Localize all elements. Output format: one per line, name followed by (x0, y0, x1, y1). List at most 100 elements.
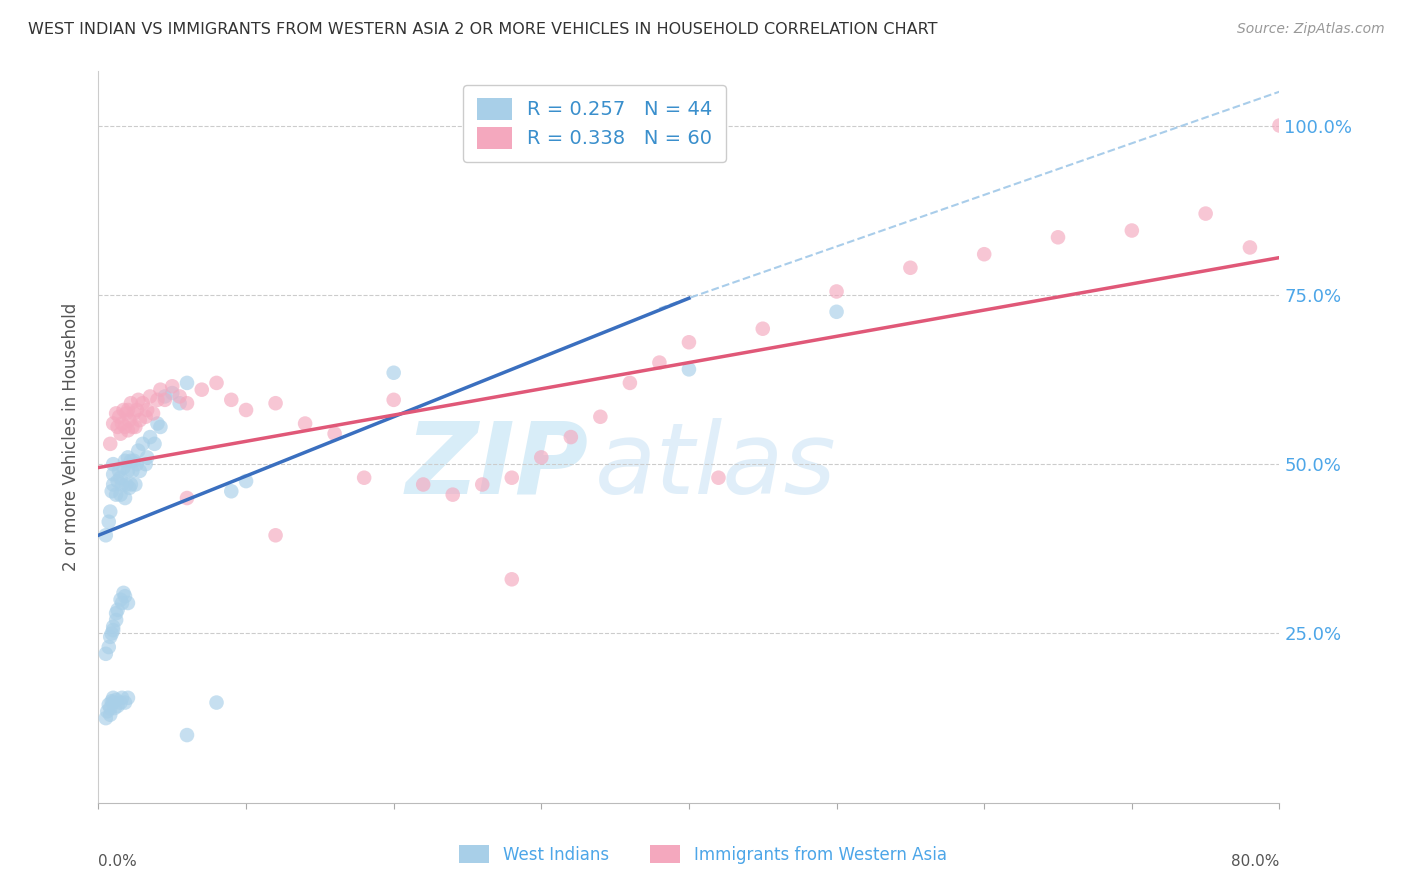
Point (125, 457, 148, 471)
Point (678, 335, 700, 350)
Point (169, 389, 191, 403)
Point (110, 696, 132, 710)
Point (120, 396, 142, 410)
Point (382, 366, 405, 380)
Point (118, 481, 141, 495)
Point (120, 454, 142, 468)
Text: Source: ZipAtlas.com: Source: ZipAtlas.com (1237, 22, 1385, 37)
Legend: R = 0.257   N = 44, R = 0.338   N = 60: R = 0.257 N = 44, R = 0.338 N = 60 (463, 85, 725, 162)
Point (149, 383, 172, 397)
Point (122, 406, 145, 420)
Point (124, 420, 146, 434)
Point (97, 640, 120, 654)
Point (560, 430, 582, 444)
Point (100, 484, 122, 499)
Point (97, 698, 120, 712)
Point (142, 406, 165, 420)
Point (105, 488, 128, 502)
Text: WEST INDIAN VS IMMIGRANTS FROM WESTERN ASIA 2 OR MORE VEHICLES IN HOUSEHOLD CORR: WEST INDIAN VS IMMIGRANTS FROM WESTERN A… (28, 22, 938, 37)
Point (94, 528, 117, 542)
Point (235, 403, 257, 417)
Point (117, 450, 139, 465)
Point (111, 690, 134, 705)
Point (124, 477, 146, 491)
Legend: West Indians, Immigrants from Western Asia: West Indians, Immigrants from Western As… (453, 838, 953, 871)
Point (136, 450, 159, 465)
Point (127, 443, 149, 458)
Point (264, 528, 287, 542)
Point (205, 696, 228, 710)
Point (973, 247, 995, 261)
Point (110, 488, 132, 502)
Point (94, 647, 117, 661)
Point (103, 417, 125, 431)
Point (221, 392, 243, 407)
Point (135, 409, 157, 424)
Point (1239, 240, 1261, 254)
Point (103, 690, 125, 705)
Point (128, 413, 150, 427)
Point (619, 376, 641, 390)
Point (146, 417, 169, 431)
Point (107, 474, 129, 488)
Point (118, 413, 141, 427)
Point (264, 396, 287, 410)
Point (707, 471, 730, 485)
Point (589, 409, 612, 424)
Point (1268, 119, 1291, 133)
Point (105, 606, 128, 620)
Point (176, 728, 198, 742)
Point (107, 603, 129, 617)
Point (100, 626, 122, 640)
Point (135, 457, 157, 471)
Point (205, 376, 228, 390)
Point (176, 376, 198, 390)
Point (110, 426, 132, 441)
Point (114, 454, 136, 468)
Point (103, 467, 125, 482)
Point (648, 355, 671, 369)
Point (323, 426, 346, 441)
Point (127, 392, 149, 407)
Point (122, 454, 145, 468)
Point (471, 477, 494, 491)
Point (117, 464, 139, 478)
Point (221, 484, 243, 499)
Text: 0.0%: 0.0% (98, 854, 138, 869)
Point (162, 379, 183, 393)
Point (110, 471, 132, 485)
Point (128, 464, 150, 478)
Point (96, 705, 118, 719)
Point (121, 420, 143, 434)
Point (108, 409, 131, 424)
Point (103, 696, 125, 710)
Point (111, 417, 134, 431)
Point (412, 477, 434, 491)
Point (104, 701, 127, 715)
Point (678, 362, 700, 376)
Point (94, 711, 117, 725)
Point (146, 392, 169, 407)
Point (143, 437, 166, 451)
Point (117, 423, 139, 437)
Point (125, 403, 148, 417)
Point (353, 471, 375, 485)
Point (98, 630, 121, 644)
Point (139, 389, 162, 403)
Point (1046, 230, 1070, 244)
Point (501, 572, 523, 586)
Point (900, 260, 922, 275)
Point (132, 437, 155, 451)
Text: atlas: atlas (595, 417, 837, 515)
Point (235, 474, 257, 488)
Point (114, 491, 136, 505)
Point (441, 488, 464, 502)
Point (1195, 206, 1218, 220)
Point (107, 698, 129, 713)
Point (98, 707, 121, 722)
Point (169, 396, 191, 410)
Point (752, 322, 775, 336)
Point (121, 464, 143, 478)
Point (139, 430, 162, 444)
Point (98, 505, 121, 519)
